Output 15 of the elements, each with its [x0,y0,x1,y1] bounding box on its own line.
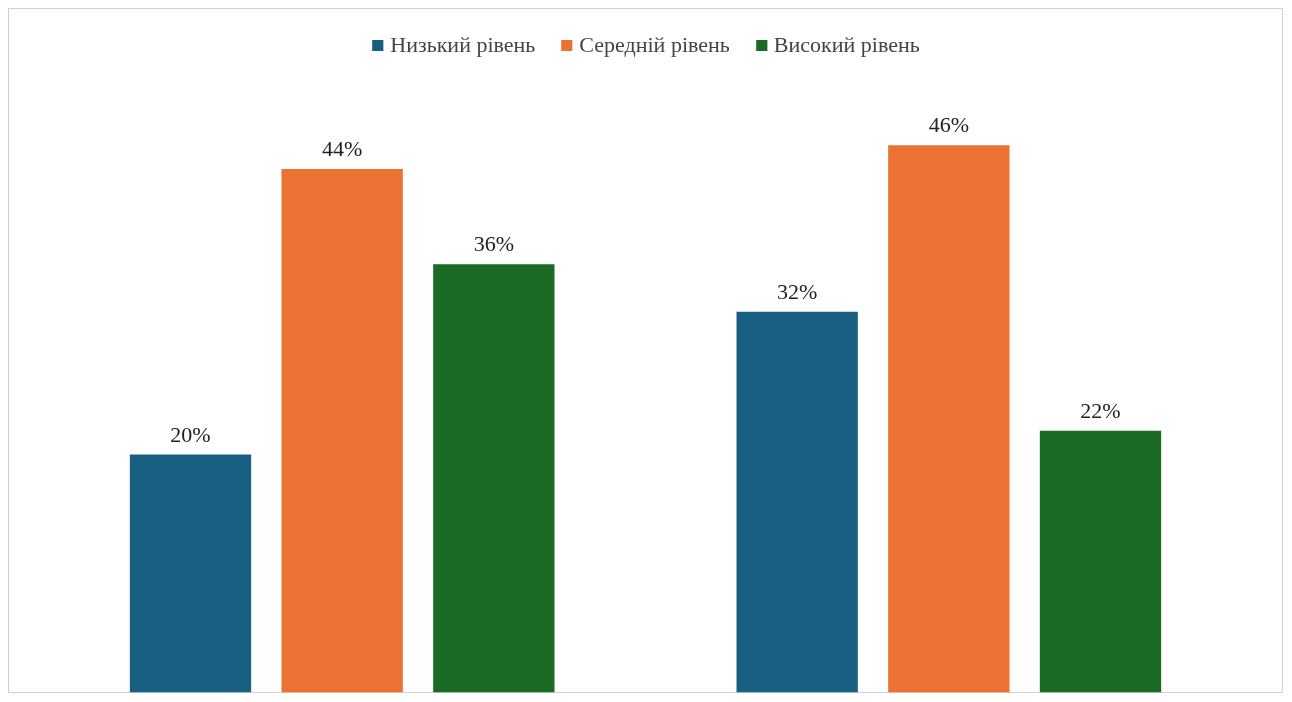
legend-label: Середній рівень [579,32,730,58]
bar [129,454,252,693]
bar [736,311,858,693]
data-label: 36% [473,231,514,257]
data-label: 32% [777,278,818,304]
data-label: 22% [1080,397,1121,423]
bar [281,169,403,693]
bar [433,264,555,693]
data-label: 46% [928,112,969,138]
legend-label: Високий рівень [773,32,920,58]
bar [888,145,1010,693]
bar [1039,430,1162,693]
data-label: 20% [170,421,211,447]
legend-label: Низький рівень [390,32,536,58]
data-label: 44% [322,136,363,162]
